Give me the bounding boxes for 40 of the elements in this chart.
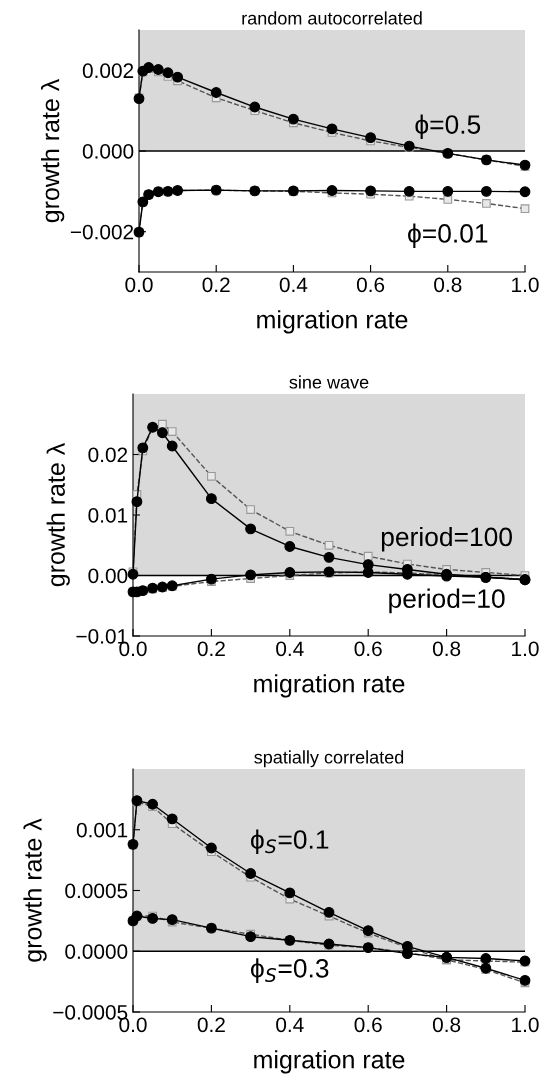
y-axis-title: growth rate λ	[46, 442, 70, 587]
y-tick-label: 0.02	[88, 447, 128, 463]
x-tick-label: 1.0	[512, 1017, 539, 1033]
y-axis-title: growth rate λ	[40, 78, 65, 223]
y-tick-label: −0.002	[70, 224, 134, 240]
x-tick-label: 0.2	[202, 277, 230, 293]
y-tick-label: 0.002	[82, 63, 134, 79]
annotation: ϕ$_{S}$=0.3	[250, 958, 329, 983]
y-tick-label: 0.01	[88, 508, 128, 523]
x-tick-label: 0.8	[432, 1017, 461, 1033]
annotation: ϕ=0.5	[415, 114, 481, 140]
x-tick-label: 0.6	[354, 641, 382, 657]
x-tick-label: 0.8	[432, 641, 461, 657]
x-tick-label: 0.4	[276, 1017, 304, 1033]
annotation: ϕ$_{S}$=0.1	[250, 829, 329, 855]
y-axis-title: growth rate λ	[23, 818, 47, 962]
x-axis-title: migration rate	[254, 674, 405, 698]
chart-title: sine wave	[289, 375, 369, 389]
y-tick-label: 0.001	[76, 822, 128, 838]
annotation: period=10	[389, 588, 505, 614]
y-tick-label: 0.0000	[65, 944, 128, 959]
annotation: ϕ=0.01	[408, 223, 488, 248]
y-tick-label: 0.00	[88, 568, 128, 584]
x-tick-label: 0.2	[197, 1017, 225, 1033]
x-tick-label: 0.0	[125, 277, 153, 293]
x-tick-label: 0.8	[434, 277, 462, 293]
x-tick-label: 1.0	[512, 641, 539, 657]
chart-title: spatially correlated	[254, 750, 404, 768]
x-tick-label: 0.2	[197, 641, 225, 657]
x-tick-label: 0.6	[356, 277, 385, 293]
x-tick-label: 1.0	[512, 277, 539, 293]
x-axis-title: migration rate	[254, 1050, 405, 1074]
annotation: period=100	[381, 526, 512, 552]
x-axis-title: migration rate	[257, 310, 408, 334]
chart-title: random autocorrelated	[242, 11, 422, 25]
y-tick-label: 0.000	[82, 144, 134, 159]
x-tick-label: 0.4	[276, 641, 304, 657]
x-tick-label: 0.6	[354, 1017, 382, 1033]
x-tick-label: 0.4	[279, 277, 308, 293]
y-tick-label: 0.0005	[65, 883, 128, 899]
